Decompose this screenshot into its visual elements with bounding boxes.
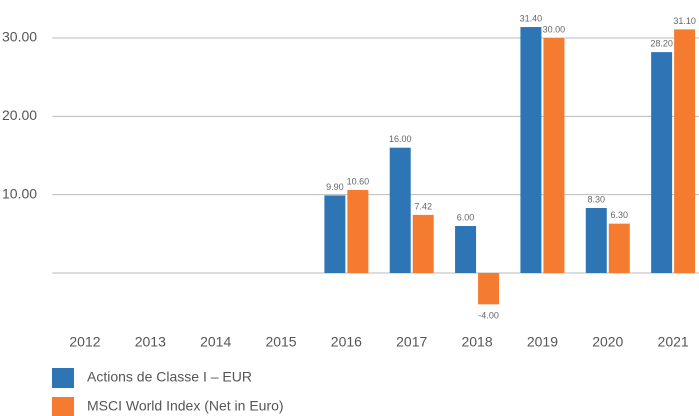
data-label: 30.00 [543,24,566,34]
y-tick-label: 20.00 [2,107,37,123]
data-label: 31.40 [520,13,543,23]
legend-label: Actions de Classe I – EUR [87,369,252,385]
x-tick-label: 2012 [69,334,100,350]
x-tick-label: 2017 [396,334,427,350]
x-tick-label: 2014 [200,334,231,350]
bar [347,189,369,273]
data-label: 28.20 [650,38,673,48]
legend-swatch [52,397,74,416]
bar [543,38,565,274]
y-tick-label: 30.00 [2,29,37,45]
x-tick-label: 2021 [658,334,689,350]
x-tick-label: 2019 [527,334,558,350]
x-tick-label: 2020 [592,334,623,350]
bar [389,147,411,273]
legend-label: MSCI World Index (Net in Euro) [87,398,284,414]
data-label: 6.30 [611,210,629,220]
data-label: 10.60 [347,176,370,186]
x-tick-label: 2013 [135,334,166,350]
bar [585,207,607,273]
data-label: -4.00 [478,311,499,321]
data-label: 31.10 [673,16,696,26]
x-tick-label: 2016 [331,334,362,350]
x-tick-label: 2018 [461,334,492,350]
bar [608,223,630,273]
bar [520,27,542,274]
bar [324,195,346,273]
data-label: 8.30 [588,194,606,204]
bar [651,52,673,273]
legend-swatch [52,368,74,388]
data-label: 16.00 [389,134,412,144]
data-label: 6.00 [457,212,475,222]
data-label: 9.90 [326,182,344,192]
bar [455,226,477,273]
bar [412,214,434,273]
x-tick-label: 2015 [265,334,296,350]
data-label: 7.42 [414,201,432,211]
bar [478,273,500,305]
bar [674,29,696,273]
y-tick-label: 10.00 [2,185,37,201]
